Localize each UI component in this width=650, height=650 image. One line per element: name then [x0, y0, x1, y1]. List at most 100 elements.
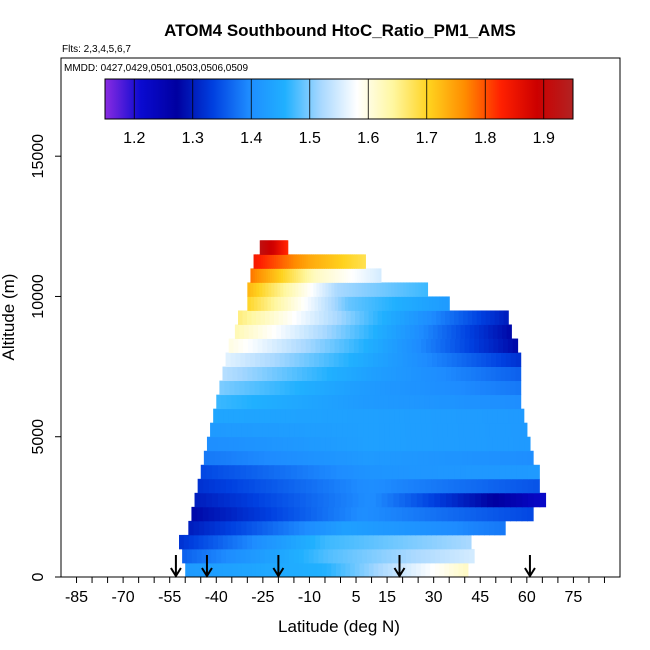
heat-cell [259, 408, 266, 424]
heat-cell [319, 310, 325, 325]
heat-cell [508, 408, 514, 424]
heat-cell [247, 282, 251, 297]
heat-cell [306, 268, 310, 283]
heat-cell [436, 478, 444, 494]
heat-cell [278, 422, 285, 438]
heat-cell [371, 296, 376, 311]
heat-cell [249, 380, 256, 396]
heat-cell [314, 380, 321, 396]
heat-cell [488, 324, 494, 339]
heat-cell [198, 520, 205, 536]
heat-cell [500, 352, 507, 367]
heat-cell [515, 506, 523, 522]
heat-cell [382, 338, 389, 353]
heat-cell [317, 268, 321, 283]
heat-cell [276, 506, 284, 522]
heat-cell [464, 394, 471, 410]
heat-cell [227, 534, 234, 550]
heat-cell [366, 366, 373, 382]
heat-cell [371, 548, 378, 564]
heat-cell [287, 394, 293, 410]
heat-cell [324, 254, 327, 269]
heat-cell [367, 548, 373, 564]
heat-cell [305, 310, 311, 325]
heat-cell [493, 506, 500, 522]
heat-cell [327, 324, 333, 339]
heat-cell [188, 520, 195, 536]
heat-band [216, 394, 522, 410]
heat-cell [277, 254, 281, 269]
heat-cell [254, 506, 261, 522]
heat-band [222, 366, 522, 382]
heat-cell [250, 436, 257, 452]
heat-cell [326, 254, 329, 269]
heat-cell [313, 268, 317, 283]
heat-cell [378, 296, 383, 311]
heat-cell [397, 282, 402, 297]
heat-cell [482, 478, 489, 494]
heat-cell [368, 352, 374, 367]
heat-band [238, 310, 509, 325]
heat-cell [504, 506, 511, 522]
heat-cell [459, 548, 465, 564]
heat-cell [272, 520, 279, 536]
heat-cell [428, 492, 435, 508]
heat-cell [401, 338, 408, 353]
heat-cell [378, 352, 384, 367]
heat-cell [438, 436, 445, 452]
heat-cell [209, 520, 216, 536]
heat-cell [320, 436, 326, 452]
heat-cell [260, 562, 266, 577]
heat-cell [489, 450, 496, 466]
heat-cell [257, 422, 264, 438]
heat-cell [228, 408, 235, 424]
heat-cell [283, 310, 289, 325]
heat-cell [389, 422, 396, 438]
heat-cell [324, 534, 331, 550]
heat-cell [277, 478, 284, 494]
heat-cell [383, 562, 389, 577]
heat-cell [320, 534, 326, 550]
heat-cell [503, 338, 509, 353]
heat-cell [510, 366, 517, 382]
heat-cell [470, 478, 478, 494]
heat-cell [333, 254, 337, 269]
heat-cell [474, 324, 480, 339]
heat-cell [283, 268, 286, 283]
heat-cell [328, 310, 334, 325]
heat-cell [346, 268, 349, 283]
heat-cell [378, 562, 384, 577]
heat-cell [333, 506, 341, 522]
heat-cell [332, 310, 338, 325]
heat-cell [405, 380, 411, 396]
heat-cell [296, 254, 299, 269]
heat-cell [265, 562, 271, 577]
heat-cell [270, 408, 276, 424]
heat-cell [263, 268, 267, 283]
heat-cell [500, 394, 507, 410]
heat-cell [397, 338, 403, 353]
heat-cell [303, 254, 307, 269]
heat-cell [437, 464, 444, 480]
heat-cell [324, 464, 332, 480]
heat-cell [399, 492, 406, 508]
heat-cell [486, 492, 494, 508]
heat-cell [259, 548, 266, 564]
heat-cell [503, 408, 509, 424]
heat-cell [251, 464, 258, 480]
heat-cell [239, 436, 246, 452]
heat-cell [485, 394, 491, 410]
heat-cell [256, 534, 263, 550]
heat-cell [484, 422, 491, 438]
heat-cell [309, 352, 315, 367]
heat-cell [513, 408, 520, 424]
heat-cell [298, 548, 305, 564]
heat-cell [212, 436, 219, 452]
heat-cell [197, 506, 204, 522]
heat-cell [241, 562, 248, 577]
heat-cell [317, 324, 324, 339]
heat-cell [271, 478, 278, 494]
heat-cell [330, 464, 337, 480]
heat-cell [221, 548, 227, 564]
